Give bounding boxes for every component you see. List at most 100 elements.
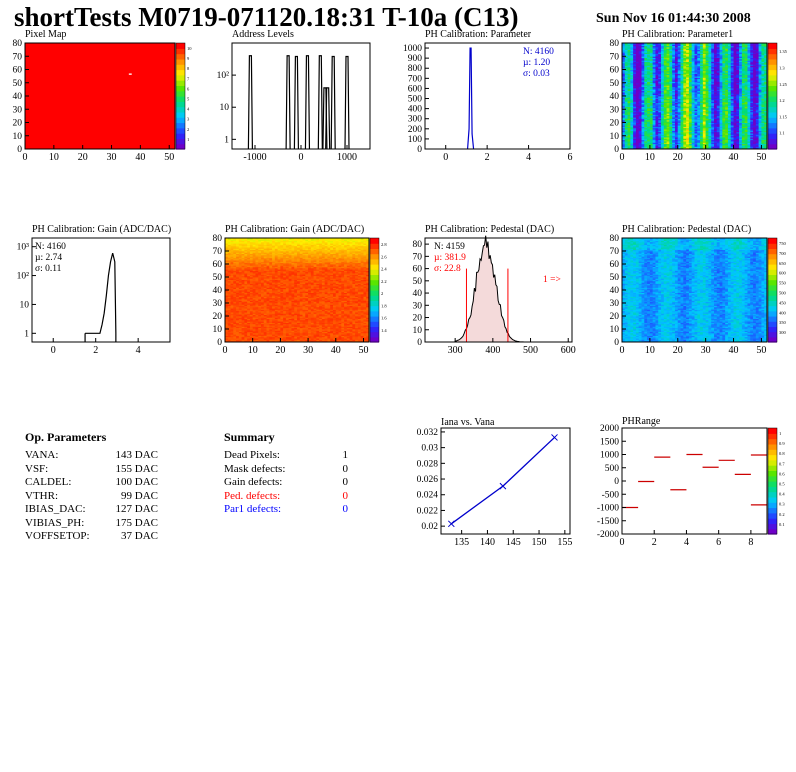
- heatmap-cell: [635, 74, 640, 77]
- heatmap-cell: [708, 139, 712, 142]
- heatmap-cell: [719, 89, 723, 92]
- heatmap-cell: [672, 137, 676, 139]
- heatmap-cell: [697, 99, 701, 102]
- heatmap-cell: [649, 143, 654, 146]
- heatmap-cell: [708, 135, 712, 138]
- heatmap-cell: [661, 135, 665, 138]
- heatmap-cell: [655, 43, 659, 45]
- heatmap-cell: [658, 76, 662, 78]
- heatmap-cell: [661, 145, 665, 147]
- heatmap-cell: [627, 106, 631, 109]
- heatmap-cell: [722, 49, 726, 52]
- heatmap-cell: [711, 45, 715, 48]
- heatmap-cell: [638, 64, 642, 66]
- heatmap-cell: [663, 111, 668, 114]
- heatmap-cell: [677, 146, 681, 149]
- heatmap-cell: [714, 90, 718, 93]
- heatmap-cell: [691, 43, 695, 45]
- heatmap-cell: [652, 86, 656, 89]
- heatmap-cell: [652, 106, 656, 109]
- heatmap-cell: [627, 134, 631, 137]
- heatmap-cell: [677, 64, 681, 66]
- heatmap-cell: [635, 76, 640, 78]
- heatmap-cell: [702, 85, 707, 88]
- colorbar-cell: [768, 143, 777, 150]
- heatmap-cell: [700, 103, 704, 106]
- heatmap-cell: [700, 119, 704, 122]
- heatmap-cell: [677, 129, 681, 131]
- heatmap-cell: [700, 61, 704, 64]
- heatmap-cell: [680, 80, 684, 82]
- heatmap-cell: [672, 61, 676, 64]
- heatmap-cell: [691, 122, 695, 125]
- heatmap-cell: [694, 90, 698, 93]
- heatmap-cell: [641, 57, 645, 60]
- heatmap-cell: [666, 111, 670, 114]
- heatmap-cell: [733, 88, 737, 90]
- heatmap-cell: [691, 62, 695, 65]
- heatmap-cell: [722, 56, 726, 58]
- heatmap-cell: [655, 109, 659, 111]
- heatmap-cell: [677, 74, 681, 77]
- heatmap-cell: [669, 105, 673, 108]
- heatmap-cell: [661, 50, 665, 53]
- heatmap-cell: [694, 54, 698, 57]
- heatmap-cell: [661, 114, 665, 117]
- heatmap-cell: [644, 139, 648, 142]
- heatmap-cell: [661, 62, 665, 65]
- heatmap-cell: [674, 68, 679, 70]
- heatmap-cell: [638, 49, 642, 52]
- heatmap-cell: [677, 68, 681, 70]
- heatmap-cell: [722, 68, 726, 70]
- heatmap-cell: [722, 43, 726, 45]
- heatmap-cell: [661, 68, 665, 70]
- heatmap-cell: [661, 115, 665, 118]
- heatmap-cell: [672, 46, 676, 49]
- heatmap-cell: [635, 57, 640, 60]
- heatmap-cell: [638, 60, 642, 62]
- heatmap-cell: [649, 110, 654, 113]
- heatmap-cell: [647, 43, 651, 45]
- heatmap-cell: [641, 56, 645, 58]
- heatmap-cell: [652, 62, 656, 65]
- heatmap-cell: [694, 98, 698, 101]
- heatmap-cell: [644, 111, 648, 114]
- heatmap-cell: [719, 56, 723, 58]
- heatmap-cell: [691, 73, 695, 76]
- heatmap-cell: [622, 78, 626, 81]
- heatmap-cell: [691, 92, 695, 94]
- heatmap-cell: [697, 130, 701, 133]
- heatmap-cell: [630, 135, 634, 138]
- heatmap-cell: [730, 109, 734, 111]
- heatmap-cell: [638, 43, 642, 45]
- heatmap-cell: [627, 110, 631, 113]
- heatmap-cell: [635, 53, 640, 56]
- heatmap-cell: [644, 143, 648, 146]
- heatmap-cell: [727, 76, 732, 78]
- heatmap-cell: [672, 111, 676, 114]
- heatmap-cell: [719, 72, 723, 74]
- heatmap-cell: [644, 101, 648, 104]
- heatmap-cell: [691, 57, 695, 60]
- heatmap-cell: [716, 78, 720, 81]
- heatmap-cell: [674, 84, 679, 86]
- heatmap-cell: [658, 49, 662, 52]
- heatmap-cell: [686, 93, 690, 96]
- heatmap-cell: [655, 98, 659, 101]
- heatmap-cell: [661, 130, 665, 133]
- heatmap-cell: [649, 58, 654, 61]
- heatmap-cell: [686, 50, 690, 53]
- heatmap-cell: [652, 101, 656, 104]
- heatmap-cell: [730, 121, 734, 123]
- heatmap-cell: [677, 46, 681, 49]
- heatmap-cell: [686, 137, 690, 139]
- heatmap-cell: [666, 131, 670, 134]
- heatmap-cell: [733, 86, 737, 89]
- heatmap-cell: [688, 94, 693, 97]
- heatmap-cell: [683, 137, 687, 139]
- heatmap-cell: [635, 77, 640, 80]
- heatmap-cell: [644, 106, 648, 109]
- heatmap-cell: [661, 85, 665, 88]
- heatmap-cell: [714, 119, 718, 122]
- heatmap-cell: [700, 74, 704, 77]
